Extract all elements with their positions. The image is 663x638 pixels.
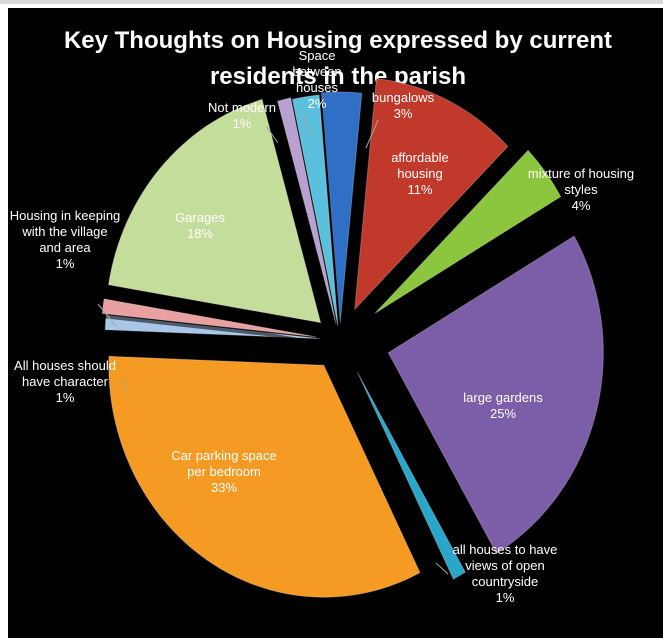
slice-label: mixture of housing styles 4% (528, 166, 634, 213)
slice-label: Space between houses 2% (292, 48, 341, 111)
slice-label: all houses to have views of open countrysi… (453, 542, 558, 605)
slice-percent: 1% (56, 390, 75, 405)
slice-label-line: Garages (175, 210, 225, 225)
slice-percent: 1% (56, 256, 75, 271)
slice-percent: 2% (308, 96, 327, 111)
slice-label: affordable housing 11% (391, 150, 449, 197)
slice-percent: 11% (407, 182, 432, 197)
pie-slice-housing-in-keeping-with-the-village-and-area (101, 298, 317, 338)
slice-label: Housing in keeping with the village and ar… (10, 208, 121, 271)
leader-line (365, 119, 379, 149)
slice-label-line: have character (22, 374, 109, 389)
slice-label: Car parking space per bedroom 33% (171, 448, 277, 495)
slice-label: bungalows 3% (372, 90, 435, 121)
leader-line (119, 379, 129, 393)
slice-label: large gardens 25% (463, 390, 543, 421)
slice-label-line: per bedroom (187, 464, 261, 479)
slice-label-line: countryside (472, 574, 538, 589)
slice-label-line: housing (397, 166, 443, 181)
pie-slice-mixture-of-housing-styles (374, 149, 562, 314)
slice-label-line: and area (39, 240, 91, 255)
slice-label-line: Not modern (208, 100, 276, 115)
pie-slice-bungalows (320, 91, 363, 325)
pie-slice-garages (107, 98, 322, 324)
slice-label-line: all houses to have (453, 542, 558, 557)
pie-slices (101, 77, 607, 603)
pie-slice-space-between-houses (291, 94, 339, 327)
slice-percent: 1% (233, 116, 252, 131)
leader-line (302, 114, 314, 137)
slice-percent: 33% (211, 480, 237, 495)
slice-percent: 3% (394, 106, 413, 121)
slice-percent: 1% (496, 590, 515, 605)
slice-label-line: Car parking space (171, 448, 277, 463)
slice-label-line: styles (564, 182, 598, 197)
pie-chart: Key Thoughts on Housing expressed by cur… (10, 27, 634, 605)
slice-label-line: mixture of housing (528, 166, 634, 181)
slice-label-line: affordable (391, 150, 449, 165)
slice-label-line: views of open (465, 558, 545, 573)
pie-slice-all-houses-to-have-views-of-open-countryside (356, 371, 466, 580)
window-top-edge (0, 0, 663, 4)
chart-title-line-1: Key Thoughts on Housing expressed by cur… (64, 27, 612, 54)
slice-label-line: bungalows (372, 90, 435, 105)
pie-slice-car-parking-space-per-bedroom (108, 355, 421, 598)
slice-percent: 4% (572, 198, 591, 213)
pie-slice-not-modern (276, 97, 337, 325)
slice-label-line: Housing in keeping (10, 208, 121, 223)
slice-label-line: large gardens (463, 390, 543, 405)
slice-label-line: between (292, 64, 341, 79)
pie-slice-large-gardens (387, 235, 604, 554)
leader-line (97, 303, 117, 327)
slice-label-line: All houses should (14, 358, 116, 373)
pie-slice-affordable-housing (354, 77, 509, 311)
leader-line (435, 562, 449, 575)
chart-title-line-2: residents in the parish (210, 63, 466, 90)
slice-label: Garages 18% (175, 210, 225, 241)
leader-line (265, 125, 279, 144)
slice-label: All houses should have character 1% (14, 358, 116, 405)
slice-label-line: houses (296, 80, 338, 95)
slice-labels: bungalows 3% affordable housing 11% mixture o… (10, 48, 634, 605)
chart-area: Key Thoughts on Housing expressed by cur… (8, 8, 663, 638)
slice-label: Not modern 1% (208, 100, 276, 131)
slice-percent: 25% (490, 406, 516, 421)
slice-percent: 18% (187, 226, 213, 241)
slice-label-line: Space (299, 48, 336, 63)
slice-label-line: with the village (21, 224, 107, 239)
